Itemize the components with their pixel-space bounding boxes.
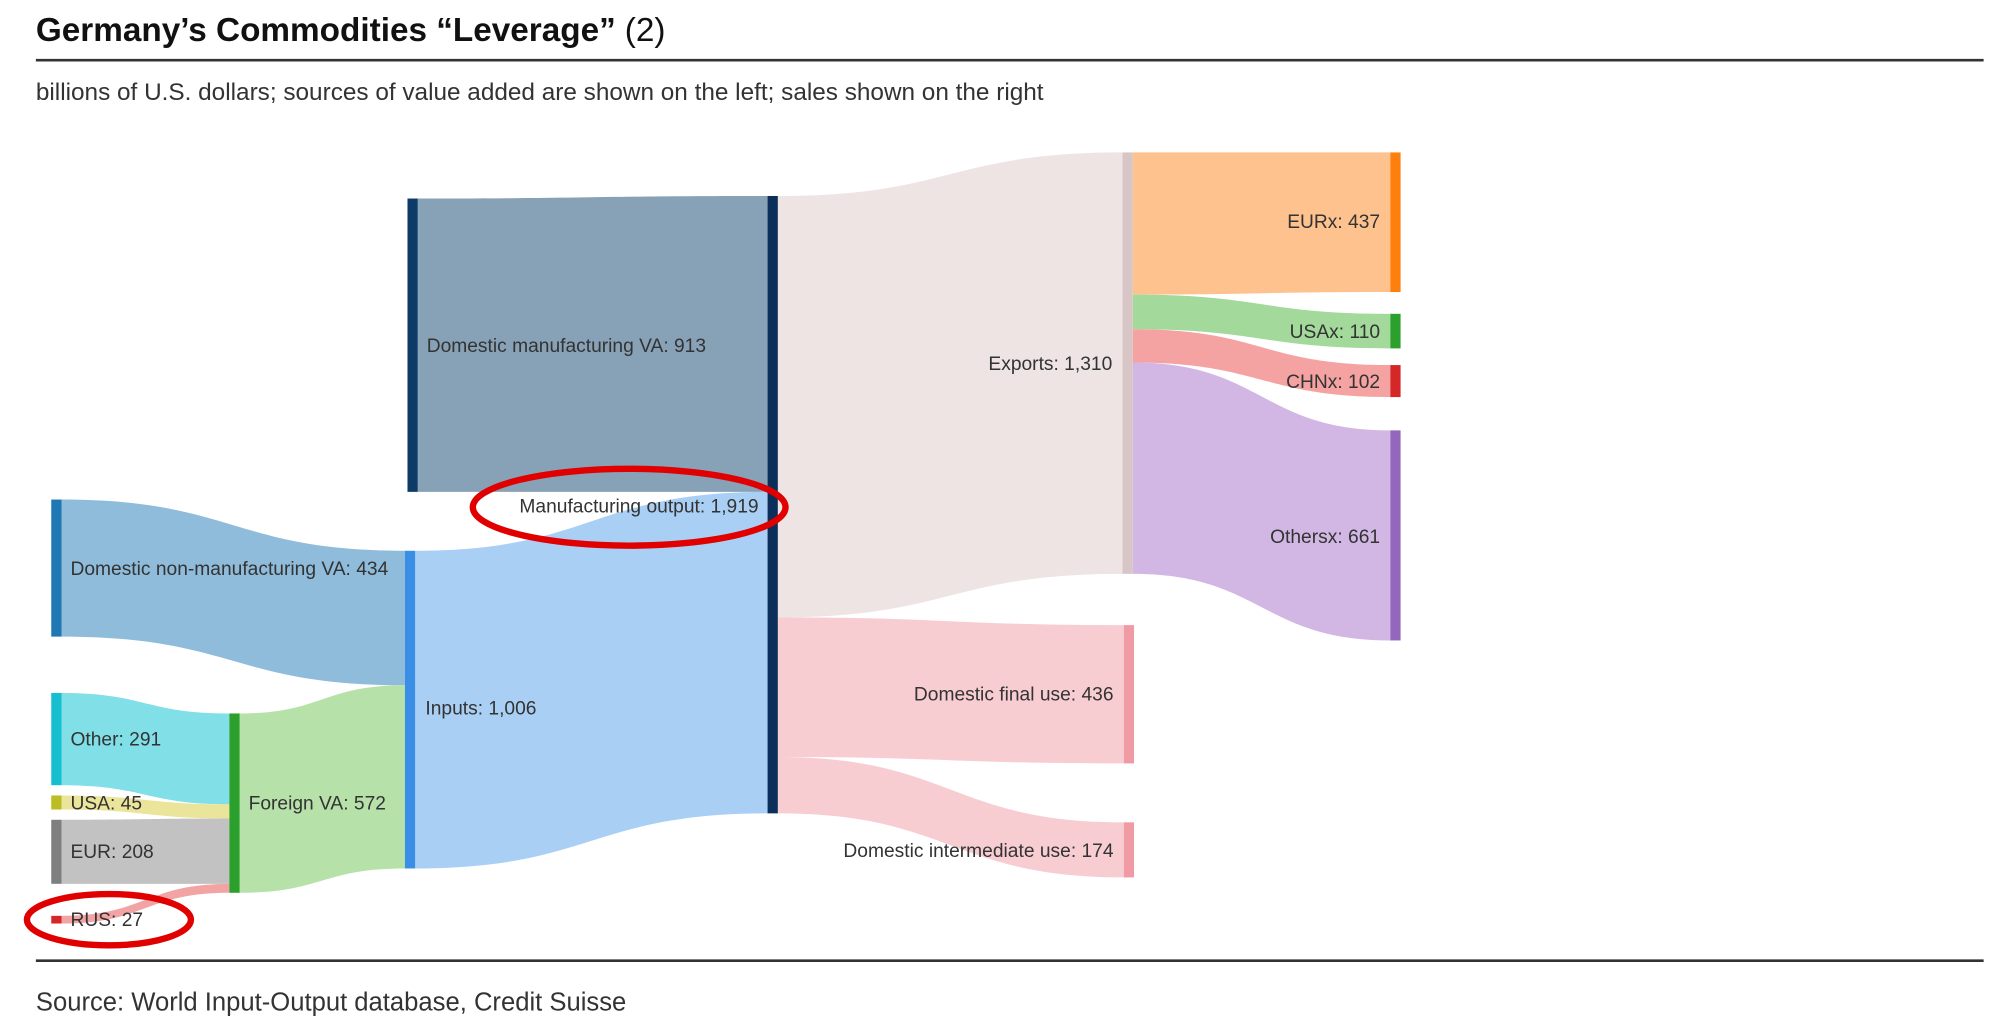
link-exports-to-chnx (1132, 329, 1391, 398)
node-label-dmva: Domestic manufacturing VA: 913 (427, 336, 706, 357)
node-label-usa: USA: 45 (70, 794, 142, 815)
highlight-circles (23, 465, 789, 949)
nodes (51, 152, 1401, 924)
chart-title-suffix: (2) (625, 12, 666, 49)
node-label-other: Other: 291 (70, 729, 161, 750)
chart-title-main: Germany’s Commodities “Leverage” (36, 12, 616, 49)
node-label-eurx: EURx: 437 (1287, 212, 1380, 233)
link-exports-to-usax (1132, 294, 1391, 349)
node-label-inputs: Inputs: 1,006 (425, 699, 536, 720)
links (61, 152, 1391, 924)
link-inputs-to-mo (415, 491, 768, 869)
node-bar-foreign (229, 713, 240, 893)
node-label-dfu: Domestic final use: 436 (914, 685, 1114, 706)
node-label-eur: EUR: 208 (70, 842, 153, 863)
node-label-exports: Exports: 1,310 (988, 354, 1112, 375)
node-bar-other (51, 692, 62, 786)
link-dmva-to-mo (417, 195, 768, 492)
link-mo-to-dfu (777, 617, 1124, 764)
node-bar-mo (767, 195, 778, 814)
node-bar-othersx (1390, 430, 1401, 641)
highlight-ellipse-mo (469, 465, 789, 549)
node-bar-usax (1390, 313, 1401, 349)
link-eur-to-foreign (61, 818, 230, 884)
link-exports-to-othersx (1132, 362, 1391, 641)
node-label-mo: Manufacturing output: 1,919 (519, 496, 758, 517)
node-bar-diu (1123, 822, 1135, 878)
link-dnm-to-inputs (61, 499, 405, 686)
chart-title: Germany’s Commodities “Leverage” (2) (36, 12, 666, 49)
node-bar-usa (51, 795, 62, 810)
node-bar-inputs (404, 550, 416, 869)
node-bar-dnm (51, 499, 62, 637)
node-bar-exports (1122, 152, 1133, 574)
link-mo-to-exports (777, 152, 1123, 618)
node-label-othersx: Othersx: 661 (1270, 527, 1380, 548)
node-label-foreign: Foreign VA: 572 (249, 794, 386, 815)
node-bar-eurx (1390, 152, 1401, 293)
node-label-diu: Domestic intermediate use: 174 (843, 841, 1113, 862)
highlight-ellipse-rus (23, 890, 195, 949)
chart-subtitle: billions of U.S. dollars; sources of val… (36, 79, 1044, 106)
link-usa-to-foreign (61, 795, 230, 819)
node-label-chnx: CHNx: 102 (1286, 372, 1380, 393)
link-foreign-to-inputs (239, 685, 405, 893)
node-bar-dfu (1123, 625, 1135, 764)
node-labels: Domestic non-manufacturing VA: 434 Other:… (70, 212, 1380, 931)
link-rus-to-foreign (61, 883, 230, 924)
node-label-rus: RUS: 27 (70, 910, 143, 931)
chart-source: Source: World Input-Output database, Cre… (36, 989, 626, 1017)
node-label-usax: USAx: 110 (1290, 322, 1380, 343)
node-bar-rus (51, 915, 62, 924)
link-mo-to-diu (777, 757, 1124, 878)
node-bar-dmva (407, 198, 418, 492)
link-exports-to-eurx (1132, 152, 1391, 295)
node-bar-eur (51, 819, 62, 884)
link-other-to-foreign (61, 692, 230, 805)
node-bar-chnx (1390, 365, 1401, 398)
node-label-dnm: Domestic non-manufacturing VA: 434 (70, 559, 388, 580)
